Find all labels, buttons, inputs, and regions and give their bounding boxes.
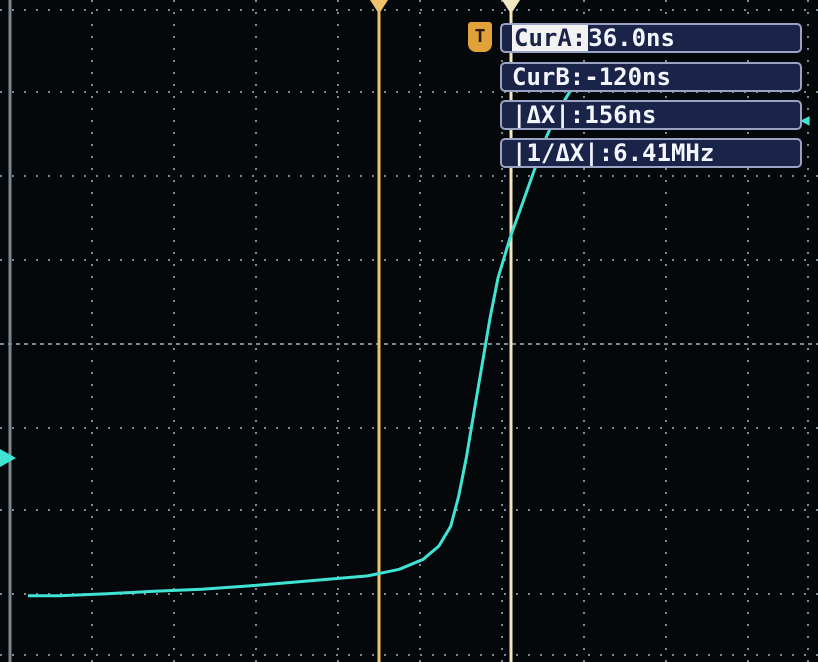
cursor-a-readout: CurA:36.0ns — [500, 23, 802, 53]
trigger-position-icon: T — [468, 22, 492, 52]
ch1-ground-arrow-icon — [0, 449, 16, 467]
cursor-a-label: CurA: — [512, 24, 589, 52]
cursor-a-value: 36.0ns — [588, 24, 675, 52]
cursor-b-handle-icon[interactable] — [502, 0, 520, 14]
trigger-level-glyph: ◀ — [800, 110, 810, 129]
inverse-delta-x-readout: |1/ΔX|:6.41MHz — [500, 138, 802, 168]
trigger-level-arrow-icon: ◀ — [800, 110, 818, 129]
cursor-b-readout: CurB:-120ns — [500, 62, 802, 92]
trigger-position-label: T — [474, 26, 486, 47]
cursor-a-handle-icon[interactable] — [370, 0, 388, 14]
ch1-waveform-trace — [28, 78, 583, 598]
delta-x-readout: |ΔX|:156ns — [500, 100, 802, 130]
